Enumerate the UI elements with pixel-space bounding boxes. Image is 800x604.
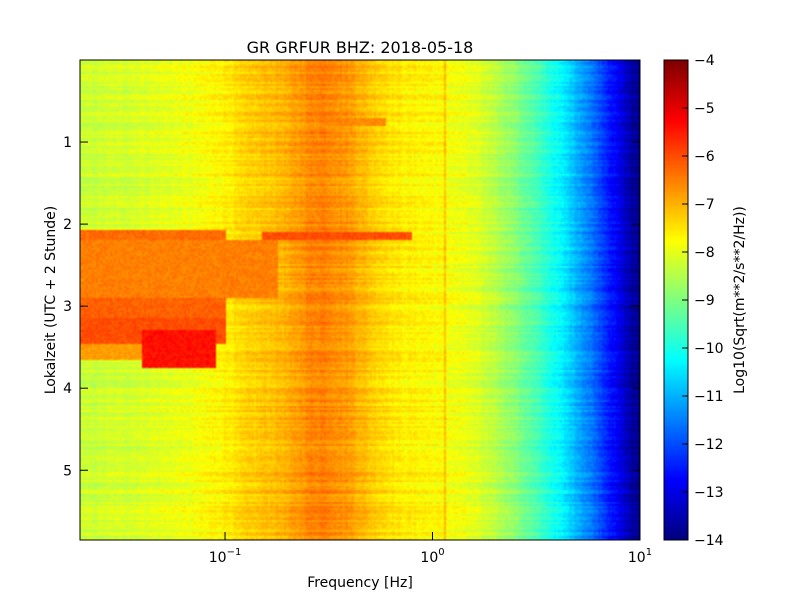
y-tick-label: 3 — [63, 299, 72, 315]
chart-title: GR GRFUR BHZ: 2018-05-18 — [247, 38, 474, 57]
x-tick-label: 10−1 — [209, 547, 242, 566]
y-tick-label: 5 — [63, 463, 72, 479]
colorbar-tick-label: −4 — [694, 53, 715, 69]
plot-frame — [79, 59, 641, 541]
colorbar-tick-label: −11 — [694, 389, 724, 405]
y-tick-label: 1 — [63, 135, 72, 151]
colorbar-tick-label: −12 — [694, 437, 724, 453]
colorbar-tick-label: −5 — [694, 101, 715, 117]
colorbar-tick-label: −10 — [694, 341, 724, 357]
colorbar-tick-label: −14 — [694, 533, 724, 549]
plot-area — [79, 59, 641, 541]
colorbar-label: Log10(Sqrt(m**2/s**2/Hz)) — [732, 206, 748, 394]
colorbar-tick-label: −6 — [694, 149, 715, 165]
x-tick-label: 101 — [628, 547, 652, 566]
colorbar-tick-label: −13 — [694, 485, 724, 501]
x-tick-label: 100 — [420, 547, 444, 566]
y-tick-label: 4 — [63, 381, 72, 397]
colorbar: −4 −5 −6 −7 −8 −9 −10 −11 −12 −13 −14 — [663, 53, 724, 549]
spectrogram-heatmap — [80, 60, 640, 540]
colorbar-tick-label: −8 — [694, 245, 715, 261]
colorbar-tick-label: −7 — [694, 197, 715, 213]
colorbar-tick-label: −9 — [694, 293, 715, 309]
x-axis: 10−1 100 101 — [209, 532, 652, 566]
x-axis-label: Frequency [Hz] — [307, 575, 413, 591]
colorbar-ticks: −4 −5 −6 −7 −8 −9 −10 −11 −12 −13 −14 — [682, 53, 724, 549]
y-axis-label: Lokalzeit (UTC + 2 Stunde) — [43, 206, 59, 395]
y-tick-label: 2 — [63, 217, 72, 233]
y-axis: 1 2 3 4 5 — [63, 135, 640, 479]
